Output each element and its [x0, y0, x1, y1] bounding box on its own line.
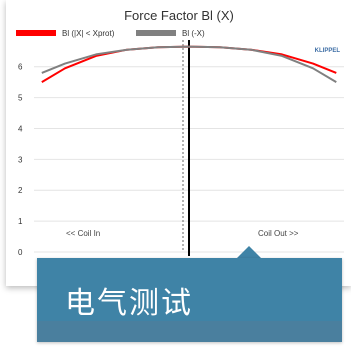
y-tick-label-2: 2: [18, 186, 23, 195]
legend-label-1: Bl (-X): [182, 29, 205, 38]
y-tick-label-5: 5: [18, 94, 23, 103]
y-tick-label-1: 1: [18, 217, 23, 226]
caption-text: 电气测试: [65, 286, 193, 321]
legend-label-0: Bl (|X| < Xprot): [62, 29, 115, 38]
legend-swatch-0: [16, 30, 56, 36]
y-tick-label-4: 4: [18, 124, 23, 133]
caption-bottom-bar: [37, 321, 342, 342]
coil-in-label: << Coil In: [66, 229, 100, 238]
coil-out-label: Coil Out >>: [258, 229, 299, 238]
series-line-1: [41, 45, 337, 83]
logo-text: KLIPPEL: [315, 48, 341, 54]
y-tick-label-6: 6: [18, 63, 23, 72]
caption-pointer: [237, 246, 261, 258]
force-factor-chart: Force Factor Bl (X) Bl (|X| < Xprot) Bl (-…: [16, 8, 344, 257]
y-tick-label-3: 3: [18, 155, 23, 164]
legend-swatch-1: [136, 30, 176, 36]
chart-title: Force Factor Bl (X): [124, 8, 234, 23]
chart-card: Force Factor Bl (X) Bl (|X| < Xprot) Bl (-…: [6, 0, 351, 286]
y-tick-label-0: 0: [18, 248, 23, 257]
caption-box: 电气测试: [37, 258, 342, 342]
